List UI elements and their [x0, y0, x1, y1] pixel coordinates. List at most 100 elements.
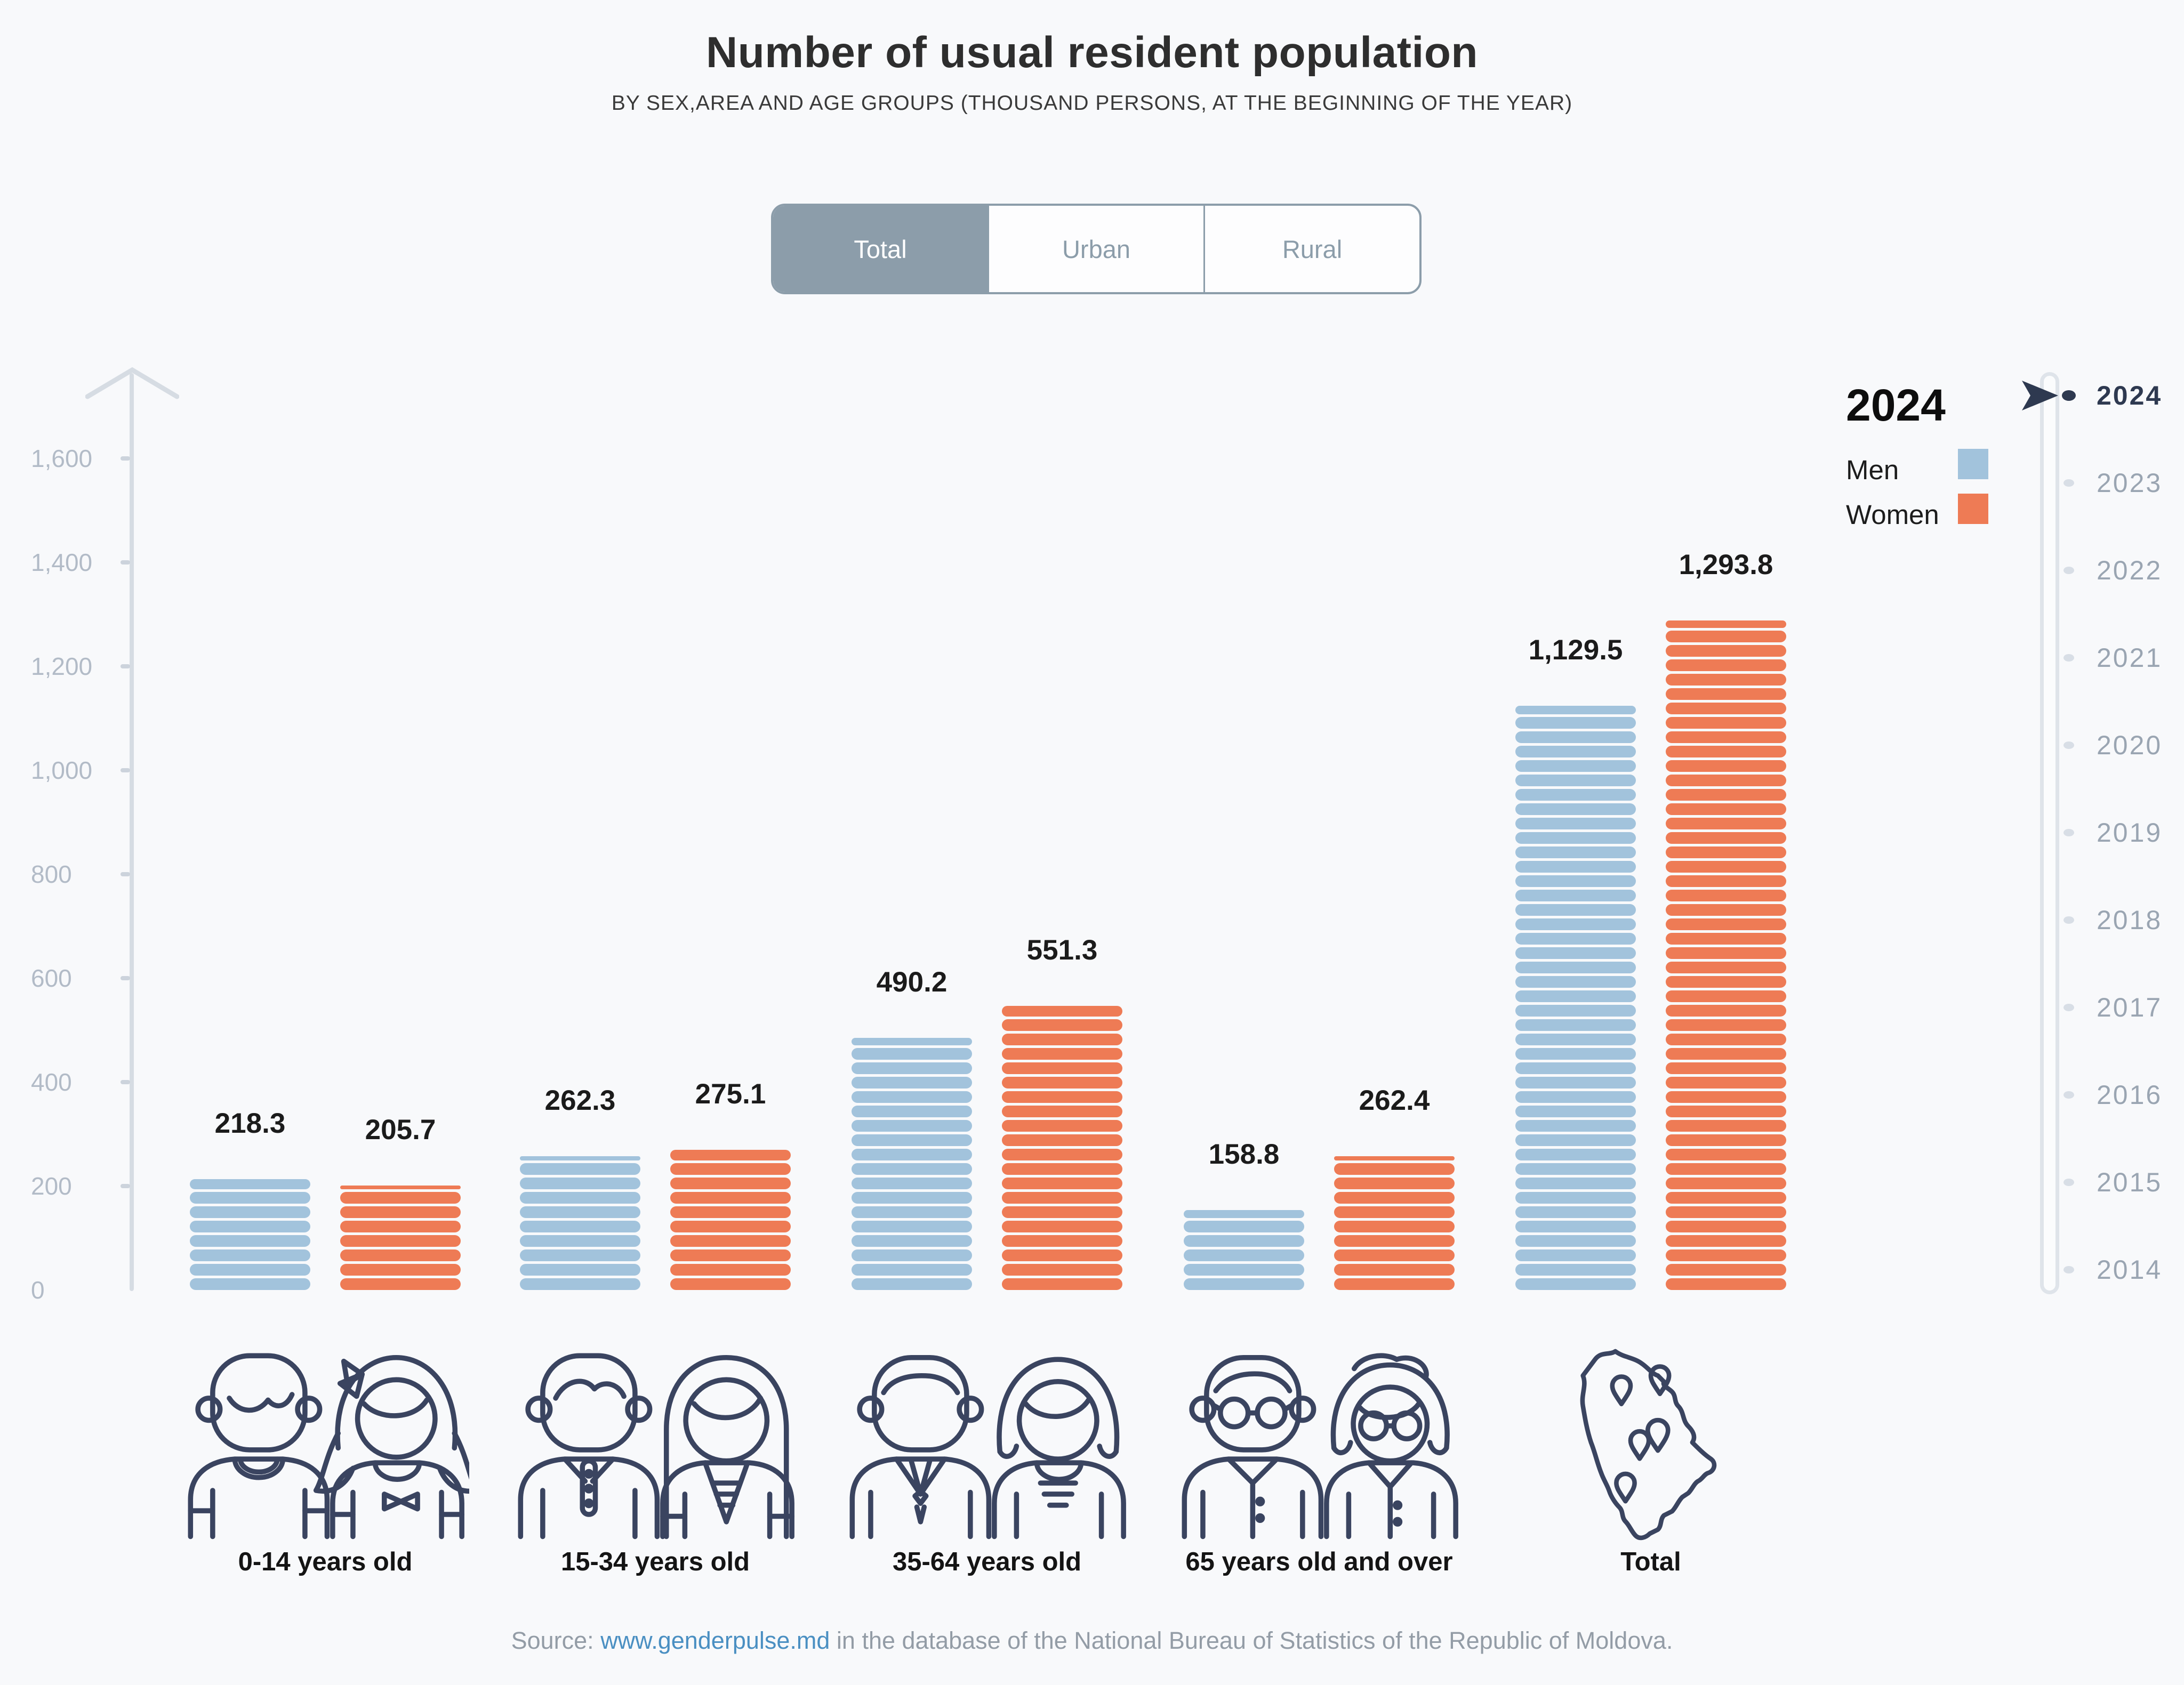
bar-segment	[1666, 1034, 1786, 1045]
y-tick-mark	[121, 1184, 130, 1188]
bar-segment	[852, 1278, 972, 1290]
bar-men-3[interactable]	[1184, 1207, 1304, 1290]
bar-segment	[1515, 1264, 1636, 1276]
timeline-dot-2018[interactable]	[2063, 916, 2074, 924]
y-tick-label: 0	[31, 1276, 45, 1304]
bar-segment	[1666, 962, 1786, 973]
bar-segment	[1002, 1264, 1122, 1276]
bar-segment	[670, 1163, 791, 1175]
timeline-year-2015[interactable]: 2015	[2097, 1167, 2163, 1197]
bar-segment	[1002, 1120, 1122, 1132]
bar-segment	[1515, 1091, 1636, 1103]
bar-segment	[340, 1186, 461, 1189]
bar-segment	[1515, 1134, 1636, 1146]
timeline-dot-2017[interactable]	[2063, 1004, 2074, 1011]
bar-women-2[interactable]	[1002, 1003, 1122, 1290]
timeline-dot-2023[interactable]	[2063, 479, 2074, 487]
bar-segment	[1334, 1178, 1455, 1189]
bar-segment	[852, 1178, 972, 1189]
timeline-year-2024[interactable]: 2024	[2097, 381, 2163, 410]
bar-segment	[1515, 717, 1636, 729]
timeline-dot-2022[interactable]	[2063, 567, 2074, 574]
bar-segment	[1666, 933, 1786, 945]
y-tick-mark	[121, 560, 130, 565]
bar-women-3[interactable]	[1334, 1154, 1455, 1290]
bar-segment	[1515, 846, 1636, 858]
y-axis-line	[130, 373, 134, 1291]
source-prefix: Source:	[511, 1627, 601, 1654]
bar-segment	[1334, 1206, 1455, 1218]
bar-segment	[1002, 1106, 1122, 1117]
timeline-year-2016[interactable]: 2016	[2097, 1080, 2163, 1110]
bar-women-1[interactable]	[670, 1147, 791, 1290]
bar-segment	[340, 1235, 461, 1247]
bar-value-label: 205.7	[365, 1114, 436, 1146]
year-timeline-track	[2040, 372, 2059, 1294]
timeline-dot-2024[interactable]	[2062, 390, 2076, 401]
tab-total[interactable]: Total	[773, 206, 989, 292]
bar-segment	[1666, 1106, 1786, 1117]
bar-value-label: 275.1	[695, 1078, 766, 1110]
bar-men-0[interactable]	[190, 1176, 310, 1290]
bar-segment	[1515, 1178, 1636, 1189]
bar-segment	[1666, 1221, 1786, 1232]
bar-men-4[interactable]	[1515, 703, 1636, 1290]
timeline-dot-2016[interactable]	[2063, 1091, 2074, 1099]
bar-segment	[1515, 775, 1636, 786]
bar-segment	[190, 1278, 310, 1290]
bar-segment	[852, 1206, 972, 1218]
bar-segment	[852, 1077, 972, 1089]
timeline-year-2020[interactable]: 2020	[2097, 730, 2163, 760]
bar-segment	[190, 1179, 310, 1189]
timeline-dot-2015[interactable]	[2063, 1179, 2074, 1186]
bar-women-4[interactable]	[1666, 618, 1786, 1290]
bar-segment	[1515, 1106, 1636, 1117]
legend-men-label: Men	[1846, 455, 1899, 485]
bar-segment	[1666, 1178, 1786, 1189]
bar-segment	[1515, 861, 1636, 873]
bar-segment	[670, 1206, 791, 1218]
bar-segment	[1334, 1278, 1455, 1290]
timeline-dot-2020[interactable]	[2063, 741, 2074, 749]
bar-segment	[1666, 631, 1786, 642]
bar-segment	[1515, 1163, 1636, 1175]
bar-women-0[interactable]	[340, 1183, 461, 1290]
bar-segment	[1515, 832, 1636, 844]
page-subtitle: BY SEX,AREA AND AGE GROUPS (THOUSAND PER…	[611, 92, 1573, 115]
bar-segment	[852, 1091, 972, 1103]
bar-segment	[670, 1264, 791, 1276]
bar-segment	[1666, 1062, 1786, 1074]
bar-men-1[interactable]	[520, 1154, 640, 1290]
timeline-year-2014[interactable]: 2014	[2097, 1255, 2163, 1285]
timeline-year-2022[interactable]: 2022	[2097, 555, 2163, 585]
timeline-year-2017[interactable]: 2017	[2097, 993, 2163, 1022]
bar-segment	[520, 1206, 640, 1218]
bar-segment	[1666, 731, 1786, 743]
timeline-cursor-icon[interactable]	[2022, 381, 2060, 410]
bar-segment	[1515, 904, 1636, 916]
y-tick-mark	[121, 768, 130, 772]
bar-segment	[520, 1235, 640, 1247]
bar-men-2[interactable]	[852, 1035, 972, 1290]
timeline-year-2018[interactable]: 2018	[2097, 905, 2163, 935]
category-label-total: Total	[1620, 1547, 1681, 1576]
bar-segment	[340, 1249, 461, 1261]
timeline-dot-2014[interactable]	[2063, 1266, 2074, 1273]
bar-segment	[1515, 1019, 1636, 1031]
source-link[interactable]: www.genderpulse.md	[600, 1627, 830, 1654]
bar-segment	[1515, 1221, 1636, 1232]
bar-segment	[190, 1249, 310, 1261]
bar-segment	[340, 1206, 461, 1218]
bar-segment	[1666, 832, 1786, 844]
bar-segment	[1002, 1006, 1122, 1017]
timeline-year-2019[interactable]: 2019	[2097, 818, 2163, 848]
timeline-dot-2021[interactable]	[2063, 654, 2074, 662]
timeline-year-2021[interactable]: 2021	[2097, 643, 2163, 673]
bar-segment	[1666, 1048, 1786, 1060]
bar-segment	[340, 1221, 461, 1232]
timeline-dot-2019[interactable]	[2063, 829, 2074, 836]
timeline-year-2023[interactable]: 2023	[2097, 468, 2163, 498]
tab-urban[interactable]: Urban	[989, 206, 1205, 292]
tab-rural[interactable]: Rural	[1205, 206, 1419, 292]
bar-segment	[1515, 976, 1636, 988]
